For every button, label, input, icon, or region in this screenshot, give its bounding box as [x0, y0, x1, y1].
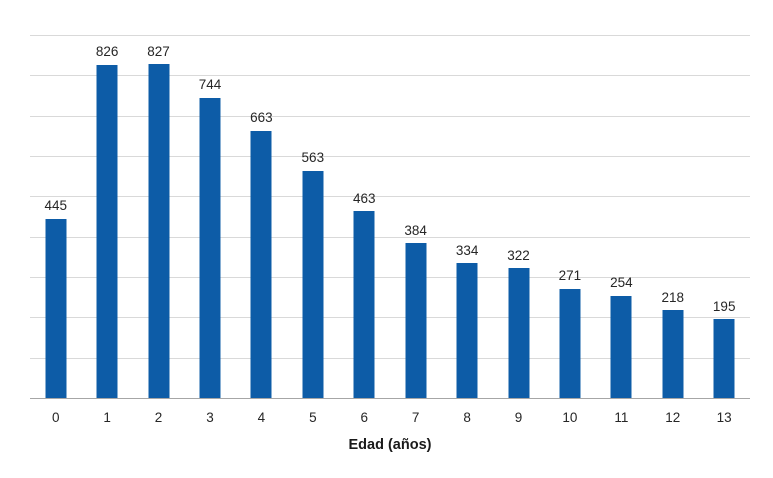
x-tick-label: 13: [716, 410, 732, 425]
bar-value-label: 463: [352, 190, 376, 206]
x-tick-label: 0: [51, 410, 60, 425]
plot-area: 445 826 827 744 663 563 463 384 334 322 271 254 218 1…: [30, 35, 750, 399]
x-tick-label: 7: [411, 410, 420, 425]
bar-slot: 463: [339, 35, 390, 398]
x-tick-label: 6: [360, 410, 368, 425]
bar-slot: 334: [441, 35, 492, 398]
x-tick-label: 3: [206, 410, 214, 425]
bar: [508, 268, 529, 398]
bar: [45, 218, 67, 398]
x-tick-label: 12: [665, 410, 681, 425]
bar-slot: 563: [287, 35, 338, 398]
bar-slot: 827: [133, 35, 184, 398]
bar: [199, 97, 221, 398]
x-tick-label: 4: [257, 410, 266, 425]
bar-value-label: 826: [95, 44, 119, 60]
bar-slot: 271: [544, 35, 595, 398]
x-tick-label: 8: [463, 410, 471, 425]
x-axis-tick-labels: 0 1 2 3 4 5 6 7 8 9 10 11 12 13: [30, 410, 750, 426]
bar-value-label: 271: [558, 268, 582, 284]
x-tick-label: 9: [514, 410, 523, 425]
bar-value-label: 254: [610, 275, 633, 291]
bar-slot: 384: [390, 35, 441, 398]
gridline: [30, 357, 750, 359]
bar-value-label: 334: [455, 242, 479, 258]
gridline: [30, 115, 750, 117]
gridline: [30, 156, 750, 157]
bar-slot: 744: [184, 35, 235, 398]
gridline: [30, 317, 750, 319]
bar-value-label: 322: [507, 247, 530, 263]
x-tick-label: 5: [309, 410, 317, 425]
bar-value-label: 744: [198, 77, 222, 93]
x-tick-label: 10: [562, 410, 578, 425]
bar-slot: 254: [596, 35, 647, 398]
bar: [250, 130, 272, 398]
bar-value-label: 195: [712, 298, 736, 314]
bar: [96, 64, 118, 398]
x-axis-title: Edad (años): [348, 437, 432, 453]
bar-slot: 322: [493, 35, 544, 398]
bar-value-label: 563: [301, 150, 325, 166]
bar-slot: 826: [81, 35, 132, 398]
bar: [662, 310, 684, 398]
bar-slot: 445: [30, 35, 81, 398]
bar: [353, 211, 375, 398]
bar-slot: 218: [647, 35, 698, 398]
gridline: [30, 277, 750, 278]
bar: [559, 288, 581, 398]
x-tick-label: 2: [154, 410, 163, 425]
bars-container: 445 826 827 744 663 563 463 384 334 322 271 254 218 1…: [30, 35, 750, 398]
bar-value-label: 384: [404, 222, 427, 238]
bar-value-label: 827: [147, 43, 170, 59]
bar: [713, 319, 735, 398]
bar-value-label: 663: [250, 110, 273, 126]
bar: [148, 64, 170, 398]
bar-value-label: 445: [44, 198, 67, 214]
x-tick-label: 11: [614, 410, 629, 425]
bar: [456, 263, 478, 398]
bar: [405, 243, 427, 398]
x-tick-label: 1: [103, 410, 111, 425]
gridline: [30, 35, 750, 36]
bar-slot: 663: [236, 35, 287, 398]
gridline: [30, 196, 750, 198]
bar: [302, 170, 324, 398]
bar: [610, 295, 632, 398]
gridline: [30, 236, 750, 238]
bar-value-label: 218: [661, 289, 685, 305]
gridline: [30, 75, 750, 77]
bar-slot: 195: [698, 35, 749, 398]
